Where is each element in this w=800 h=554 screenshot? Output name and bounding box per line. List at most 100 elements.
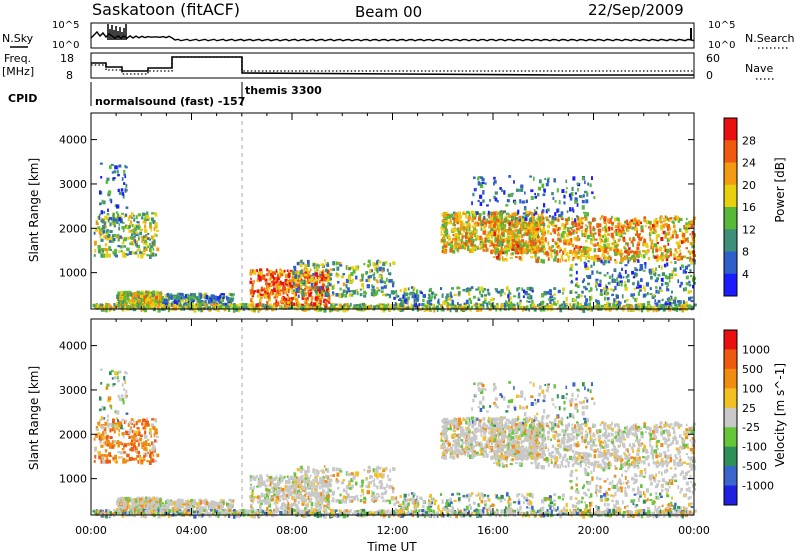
power-cell: [608, 303, 611, 308]
power-cell: [640, 254, 643, 258]
power-cell: [496, 255, 499, 259]
power-cell: [154, 222, 158, 227]
power-cell: [687, 264, 691, 267]
power-cell: [614, 252, 617, 256]
power-cell: [582, 194, 585, 198]
power-cell: [116, 165, 119, 170]
power-cell: [524, 290, 528, 295]
power-cell: [290, 297, 294, 300]
power-cell: [578, 220, 582, 225]
velocity-cell: [96, 425, 99, 428]
power-cell: [275, 284, 279, 288]
velocity-cell: [112, 421, 115, 424]
power-cell: [144, 220, 147, 224]
power-cell: [504, 303, 506, 308]
power-cell: [325, 285, 329, 289]
velocity-cell: [145, 445, 147, 449]
power-cell: [468, 211, 471, 216]
power-cell: [490, 302, 494, 308]
power-cell: [535, 225, 538, 228]
power-cell: [671, 290, 673, 294]
power-cell: [307, 303, 310, 306]
power-cell: [108, 216, 113, 221]
power-cell: [495, 248, 499, 253]
power-cell: [279, 268, 282, 271]
power-cell: [140, 298, 144, 302]
freq-tick-high: 18: [60, 52, 74, 65]
power-cell: [336, 274, 339, 278]
power-cell: [522, 212, 526, 215]
nsearch-tick-high: 10^5: [708, 20, 735, 31]
power-cell: [661, 304, 664, 309]
power-cell: [599, 234, 602, 238]
power-cell: [329, 268, 333, 271]
power-cell: [515, 256, 518, 259]
power-cell: [506, 286, 509, 291]
power-cell: [610, 234, 614, 238]
power-cell: [536, 228, 539, 231]
velocity-cell: [136, 455, 139, 458]
power-cell: [462, 212, 466, 215]
power-cell: [563, 194, 566, 199]
power-cell: [440, 226, 443, 230]
power-cell: [327, 299, 331, 302]
power-cell: [526, 214, 529, 218]
power-cell: [653, 243, 657, 248]
power-cell: [513, 223, 516, 228]
power-cell: [452, 216, 455, 221]
power-cell: [508, 228, 511, 233]
power-cell: [591, 176, 593, 180]
power-cell: [113, 303, 116, 306]
power-cell: [381, 266, 383, 271]
power-cell: [307, 289, 310, 294]
power-cell: [497, 248, 501, 252]
power-cell: [441, 239, 445, 242]
power-cell: [155, 299, 157, 302]
power-cell: [579, 254, 582, 258]
power-cell: [660, 224, 662, 230]
power-cell: [518, 306, 521, 310]
power-cell: [313, 305, 316, 309]
power-cell: [575, 270, 578, 275]
power-cell: [553, 297, 556, 300]
power-cell: [669, 297, 671, 300]
power-cell: [106, 213, 110, 216]
power-cell: [622, 257, 626, 261]
power-cell: [132, 237, 134, 240]
power-cell: [266, 285, 270, 289]
power-cell: [498, 242, 501, 247]
power-cell: [117, 304, 121, 307]
power-cell: [289, 298, 292, 302]
power-cell: [123, 237, 128, 242]
power-cell: [457, 243, 461, 248]
power-cell: [250, 277, 252, 280]
velocity-cell: [142, 458, 146, 462]
power-cell: [689, 256, 692, 260]
power-cell: [130, 230, 134, 233]
power-cell: [593, 257, 596, 262]
power-cell: [299, 263, 303, 268]
power-cell: [108, 246, 111, 251]
power-cell: [324, 274, 328, 277]
power-cell: [235, 308, 239, 312]
power-cell: [429, 297, 433, 300]
power-cell: [188, 295, 191, 300]
power-cell: [569, 227, 572, 230]
velocity-cell: [109, 428, 112, 433]
power-cell: [504, 250, 508, 255]
power-cell: [472, 295, 476, 299]
power-cell: [687, 290, 690, 294]
power-cell: [677, 219, 681, 223]
power-cell: [605, 251, 609, 254]
power-cell: [669, 228, 671, 231]
power-cell: [474, 246, 476, 250]
power-cell: [463, 229, 465, 233]
power-cell: [301, 308, 304, 311]
power-cell: [320, 296, 324, 299]
power-cell: [603, 259, 607, 264]
power-cell: [569, 249, 573, 254]
velocity-cell: [95, 426, 98, 430]
power-cell: [329, 283, 332, 286]
